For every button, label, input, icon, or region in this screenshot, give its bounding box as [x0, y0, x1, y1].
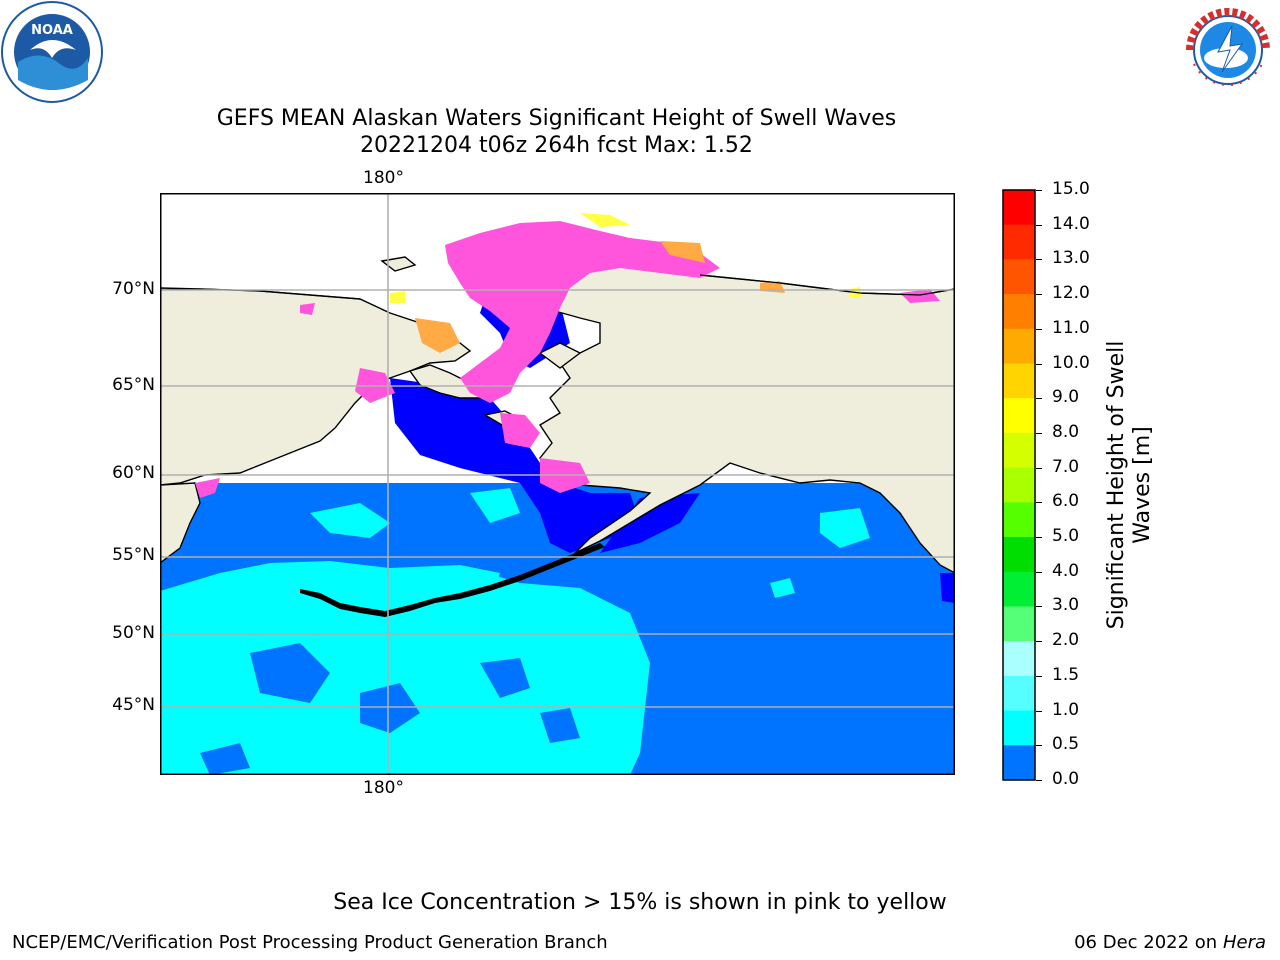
lat-label-70: 70°N	[112, 279, 155, 299]
lat-label-55: 55°N	[112, 545, 155, 565]
colorbar-bin	[1003, 398, 1035, 434]
colorbar-tick-mark	[1036, 328, 1042, 330]
colorbar-bin	[1003, 606, 1035, 642]
colorbar-tick-label: 11.0	[1052, 317, 1090, 338]
colorbar-tick-mark	[1036, 502, 1042, 504]
colorbar-tick-label: 6.0	[1052, 491, 1080, 512]
colorbar-tick-label: 15.0	[1052, 179, 1090, 199]
grid-lines	[160, 193, 955, 775]
noaa-logo-text: NOAA	[31, 23, 73, 38]
lon-label-bottom: 180°	[363, 778, 404, 798]
footer-left: NCEP/EMC/Verification Post Processing Pr…	[12, 932, 608, 953]
colorbar-bin	[1003, 641, 1035, 677]
colorbar-tick-label: 2.0	[1052, 630, 1080, 651]
colorbar-tick-label: 1.0	[1052, 699, 1080, 720]
map-panel	[160, 193, 955, 775]
colorbar-bin	[1003, 710, 1035, 746]
colorbar-bin	[1003, 432, 1035, 469]
colorbar-tick-mark	[1036, 710, 1042, 712]
colorbar-bin	[1003, 259, 1035, 295]
colorbar-tick-label: 0.0	[1052, 769, 1080, 789]
colorbar-tick-label: 10.0	[1052, 352, 1090, 373]
colorbar-tick-label: 13.0	[1052, 248, 1090, 269]
colorbar-tick-mark	[1036, 224, 1042, 226]
colorbar-frame	[1002, 189, 1036, 781]
lat-label-50: 50°N	[112, 623, 155, 643]
colorbar-tick-mark	[1036, 363, 1042, 365]
footer-date: 06 Dec 2022 on	[1074, 932, 1218, 953]
colorbar-tick-label: 8.0	[1052, 421, 1080, 442]
colorbar-bin	[1003, 537, 1035, 573]
colorbar-bin	[1003, 294, 1035, 330]
colorbar-tick-mark	[1036, 745, 1042, 747]
colorbar-bin	[1003, 190, 1035, 226]
colorbar-tick-mark	[1036, 606, 1042, 608]
colorbar-tick-mark	[1036, 537, 1042, 539]
colorbar-tick-mark	[1036, 259, 1042, 261]
colorbar-tick-mark	[1036, 571, 1042, 573]
colorbar-tick-label: 14.0	[1052, 213, 1090, 234]
lat-label-45: 45°N	[112, 695, 155, 715]
colorbar-bin	[1003, 745, 1035, 781]
colorbar-tick-label: 4.0	[1052, 560, 1080, 581]
lat-label-60: 60°N	[112, 463, 155, 483]
sea-ice	[195, 213, 940, 498]
colorbar-bin	[1003, 571, 1035, 607]
colorbar-bin	[1003, 363, 1035, 399]
lat-label-65: 65°N	[112, 375, 155, 395]
colorbar-tick-mark	[1036, 780, 1042, 781]
chart-title: GEFS MEAN Alaskan Waters Significant Hei…	[216, 106, 897, 131]
sea-ice-note: Sea Ice Concentration > 15% is shown in …	[333, 890, 947, 915]
colorbar-tick-label: 9.0	[1052, 387, 1080, 408]
nws-logo	[1180, 2, 1276, 98]
swell-1-15-area	[160, 488, 870, 775]
footer-machine: Hera	[1222, 932, 1266, 953]
colorbar-tick-mark	[1036, 467, 1042, 469]
colorbar-tick-label: 12.0	[1052, 283, 1090, 304]
colorbar-tick-mark	[1036, 432, 1042, 434]
colorbar-label: Significant Height of Swell Waves [m]	[1104, 340, 1155, 630]
colorbar-tick-label: 7.0	[1052, 456, 1080, 477]
colorbar-tick-mark	[1036, 641, 1042, 643]
colorbar	[1002, 189, 1036, 781]
colorbar-bin	[1003, 467, 1035, 503]
colorbar-tick-label: 1.5	[1052, 664, 1080, 685]
colorbar-tick-mark	[1036, 398, 1042, 400]
colorbar-bin	[1003, 224, 1035, 260]
footer-right: 06 Dec 2022 on Hera	[1074, 932, 1266, 953]
colorbar-tick-label: 0.5	[1052, 734, 1080, 755]
noaa-logo: NOAA	[0, 0, 104, 104]
colorbar-tick-mark	[1036, 190, 1042, 191]
colorbar-bin	[1003, 328, 1035, 365]
colorbar-tick-mark	[1036, 294, 1042, 296]
chart-subtitle: 20221204 t06z 264h fcst Max: 1.52	[360, 133, 753, 158]
colorbar-bin	[1003, 675, 1035, 712]
colorbar-tick-label: 3.0	[1052, 595, 1080, 616]
colorbar-tick-label: 5.0	[1052, 526, 1080, 547]
map-frame	[160, 193, 955, 775]
lon-label-top: 180°	[363, 168, 404, 188]
colorbar-tick-mark	[1036, 675, 1042, 677]
colorbar-bin	[1003, 502, 1035, 538]
